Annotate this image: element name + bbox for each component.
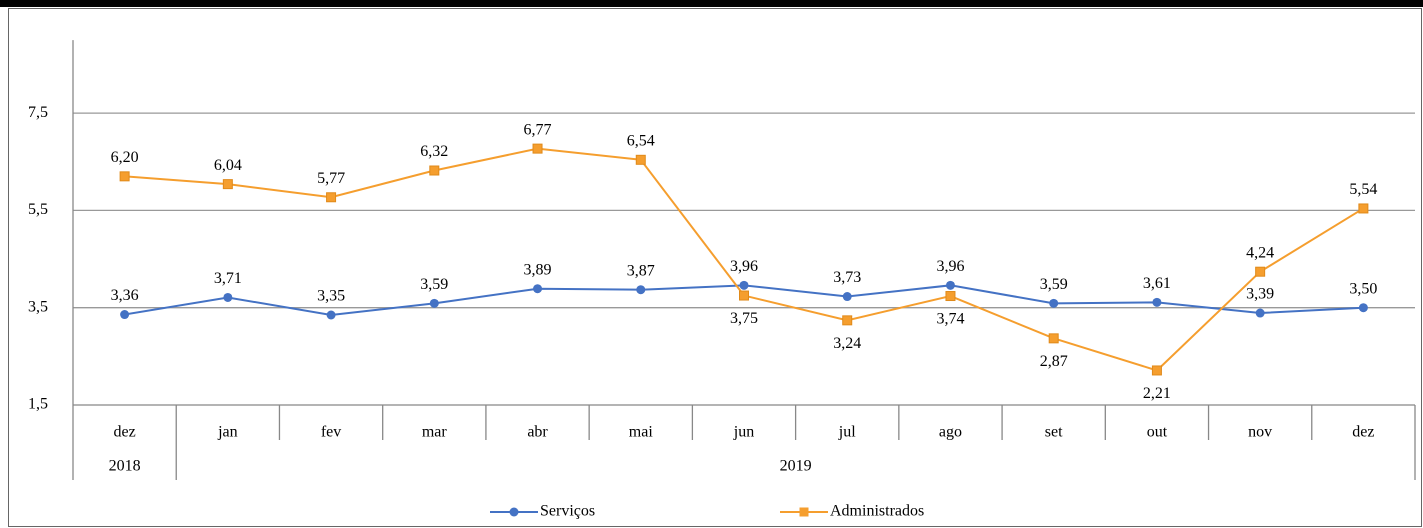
- data-label: 5,77: [317, 170, 345, 187]
- x-tick-label: dez: [1352, 424, 1374, 441]
- data-label: 6,77: [524, 121, 552, 138]
- data-label: 3,71: [214, 270, 242, 287]
- legend-marker: [509, 507, 519, 517]
- group-label: 2018: [109, 458, 141, 475]
- x-tick-label: set: [1045, 424, 1063, 441]
- x-tick-label: nov: [1248, 424, 1272, 441]
- data-label: 2,21: [1143, 385, 1171, 402]
- marker: [429, 298, 439, 308]
- marker: [739, 280, 749, 290]
- x-tick-label: ago: [939, 424, 962, 441]
- legend-label: Serviços: [540, 503, 595, 520]
- data-label: 3,73: [833, 269, 861, 286]
- x-tick-label: mar: [422, 424, 448, 441]
- marker: [945, 291, 956, 302]
- marker: [636, 285, 646, 295]
- marker: [1049, 298, 1059, 308]
- marker: [532, 143, 543, 154]
- marker: [222, 179, 233, 190]
- marker: [1151, 365, 1162, 376]
- marker: [1358, 203, 1369, 214]
- marker: [635, 154, 646, 165]
- data-label: 3,75: [730, 310, 758, 327]
- marker: [223, 292, 233, 302]
- x-tick-label: mai: [629, 424, 654, 441]
- marker: [533, 284, 543, 294]
- marker: [1048, 333, 1059, 344]
- data-label: 6,54: [627, 132, 655, 149]
- top-bar: [0, 0, 1423, 7]
- marker: [326, 310, 336, 320]
- data-label: 3,36: [111, 287, 139, 304]
- group-label: 2019: [780, 458, 812, 475]
- marker: [1255, 308, 1265, 318]
- data-label: 3,24: [833, 335, 861, 352]
- data-label: 6,20: [111, 149, 139, 166]
- marker: [1358, 303, 1368, 313]
- x-tick-label: dez: [114, 424, 136, 441]
- y-tick-label: 7,5: [28, 104, 48, 121]
- data-label: 3,35: [317, 288, 345, 305]
- data-label: 3,96: [936, 258, 964, 275]
- y-tick-label: 1,5: [28, 396, 48, 413]
- data-label: 3,50: [1349, 280, 1377, 297]
- marker: [1152, 297, 1162, 307]
- data-label: 3,59: [1040, 276, 1068, 293]
- data-label: 6,04: [214, 157, 242, 174]
- x-tick-label: jun: [733, 424, 754, 441]
- data-label: 3,87: [627, 262, 655, 279]
- x-tick-label: jan: [217, 424, 238, 441]
- marker: [945, 280, 955, 290]
- legend-marker: [799, 507, 809, 517]
- x-tick-label: jul: [838, 424, 856, 441]
- data-label: 3,89: [524, 261, 552, 278]
- x-tick-label: out: [1147, 424, 1168, 441]
- y-tick-label: 3,5: [28, 298, 48, 315]
- marker: [1255, 266, 1266, 277]
- marker: [326, 192, 337, 203]
- data-label: 3,59: [420, 276, 448, 293]
- data-label: 3,61: [1143, 275, 1171, 292]
- marker: [739, 290, 749, 301]
- marker: [429, 165, 440, 176]
- data-label: 3,39: [1246, 286, 1274, 303]
- legend-label: Administrados: [830, 503, 924, 520]
- marker: [842, 315, 853, 326]
- data-label: 6,32: [420, 143, 448, 160]
- chart-frame: [8, 8, 1422, 527]
- data-label: 2,87: [1040, 353, 1068, 370]
- data-label: 5,54: [1349, 181, 1377, 198]
- y-tick-label: 5,5: [28, 201, 48, 218]
- x-tick-label: abr: [527, 424, 548, 441]
- marker: [119, 171, 130, 182]
- marker: [842, 292, 852, 302]
- x-tick-label: fev: [321, 424, 341, 441]
- data-label: 3,96: [730, 258, 758, 275]
- data-label: 4,24: [1246, 244, 1274, 261]
- marker: [120, 310, 130, 320]
- data-label: 3,74: [936, 311, 964, 328]
